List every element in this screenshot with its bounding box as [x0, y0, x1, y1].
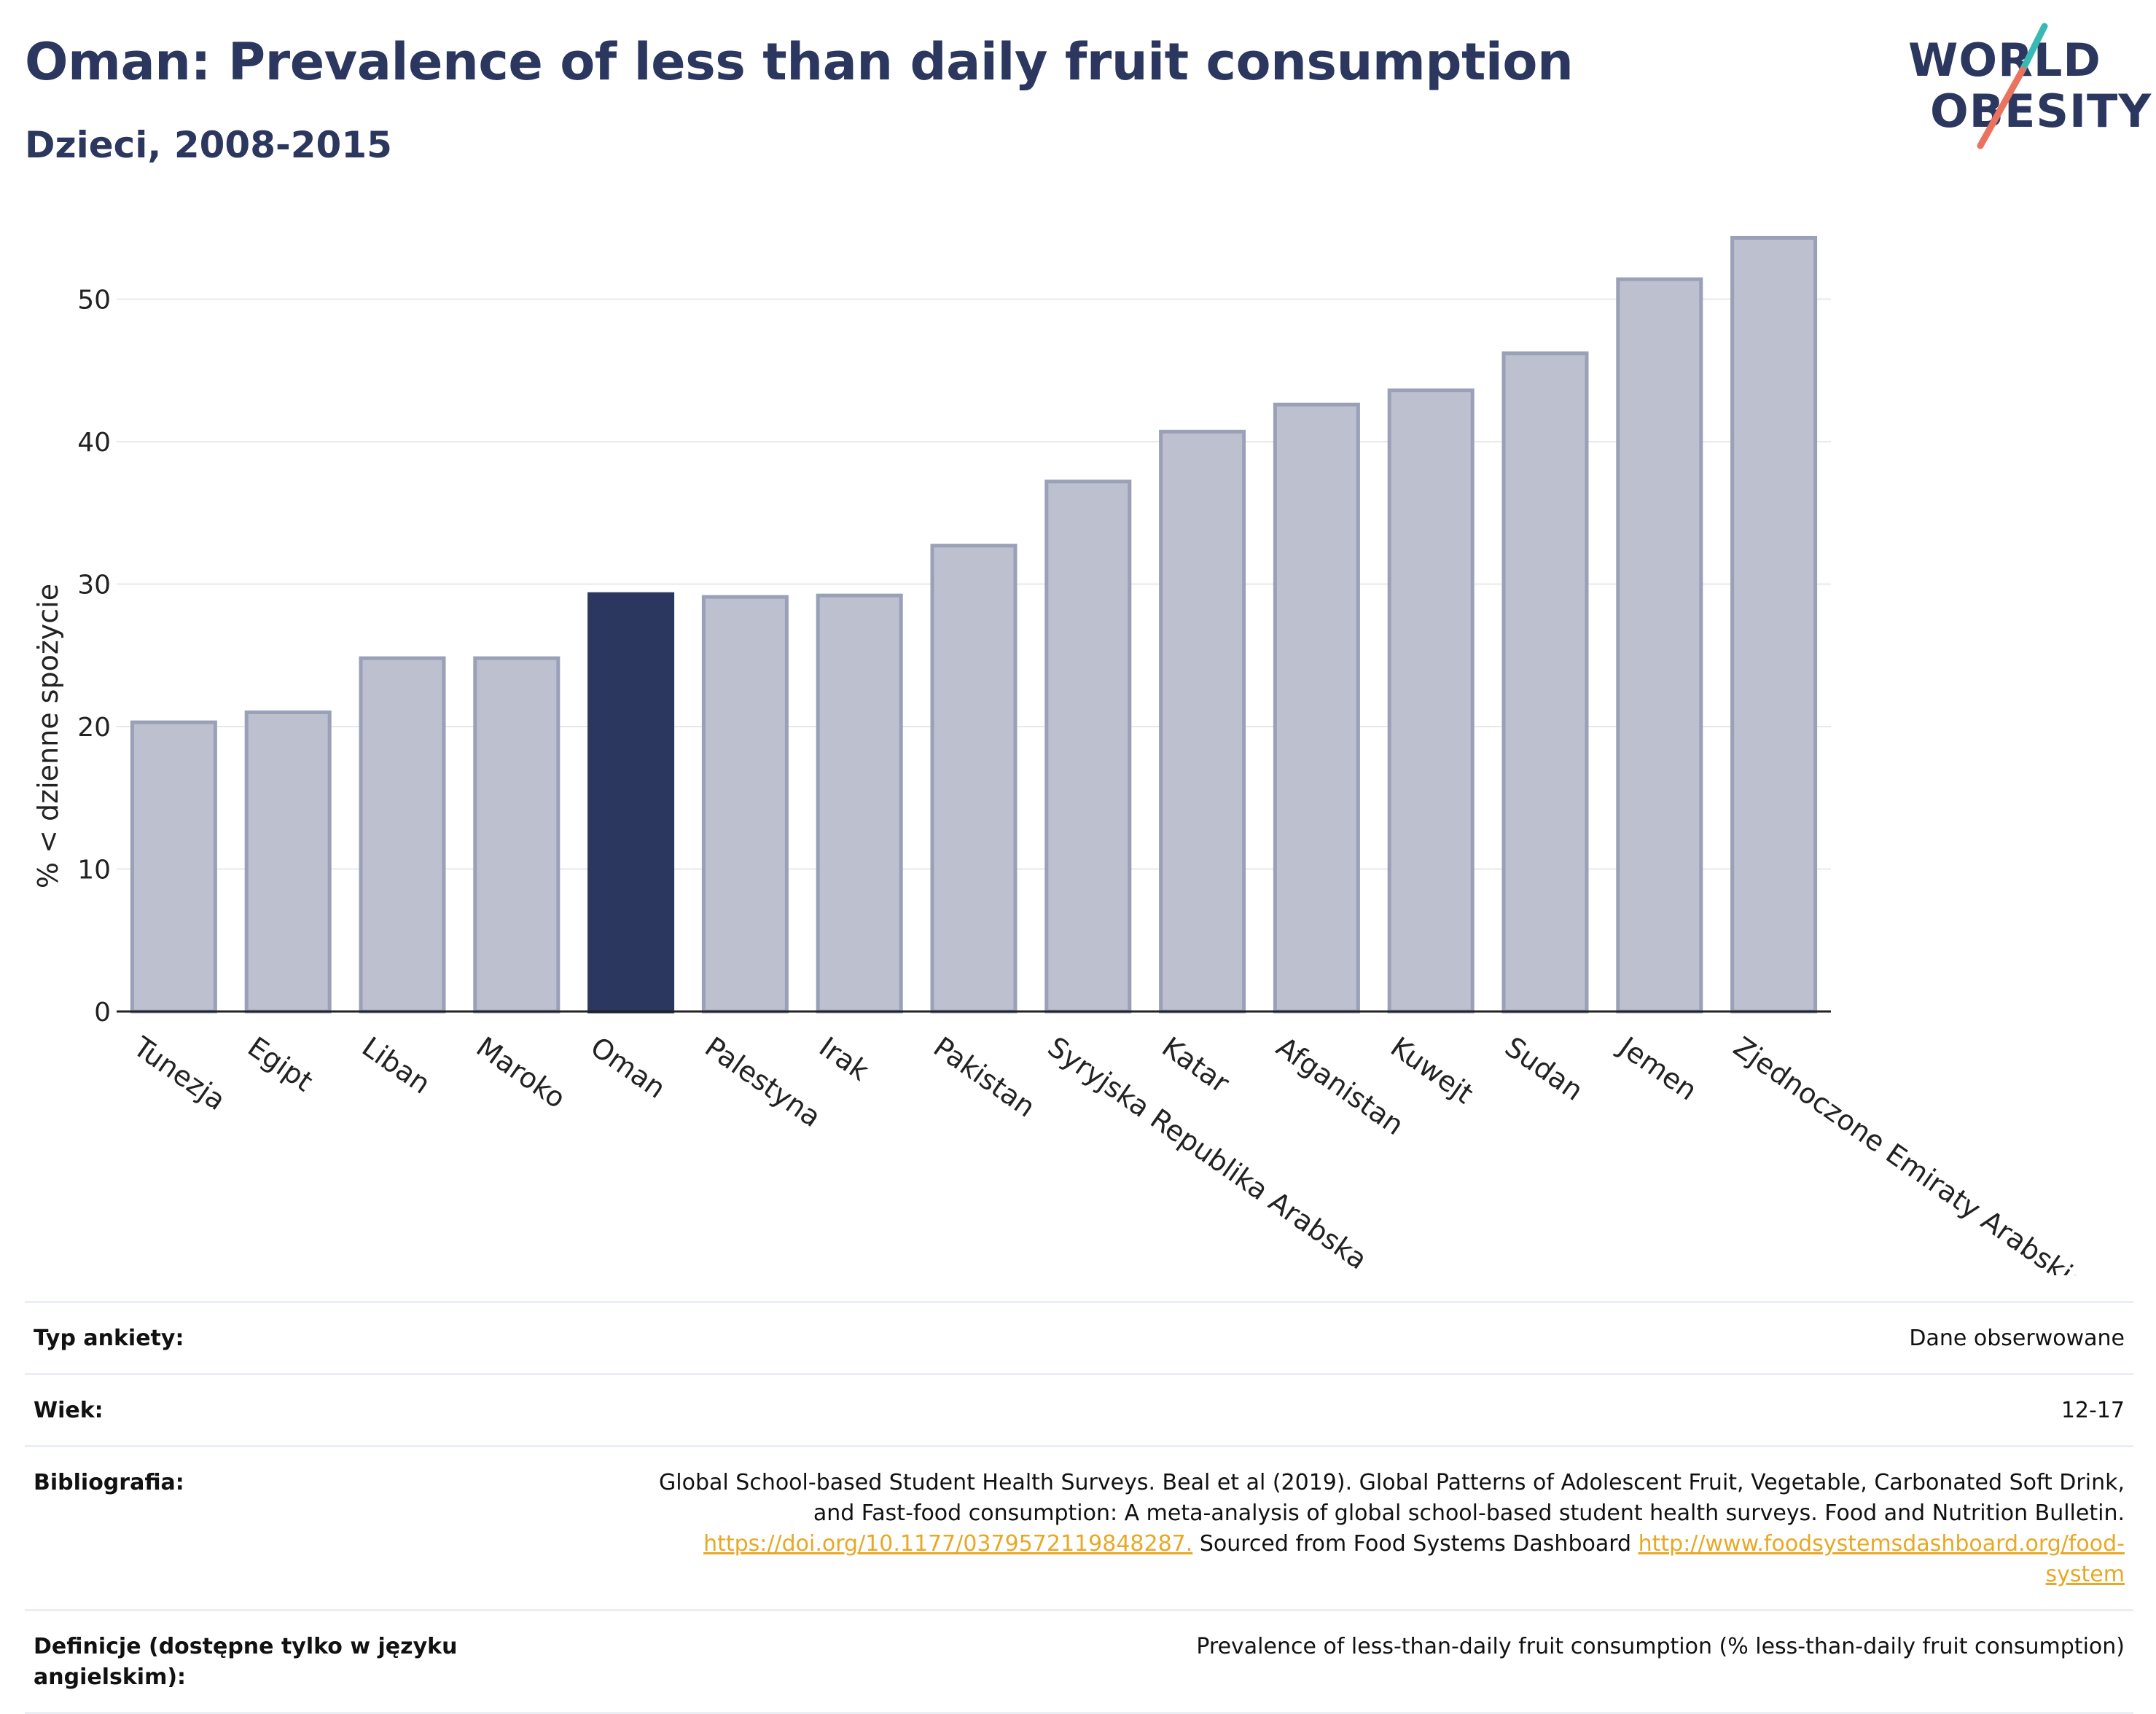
bar-zjednoczone-emiraty-arabskie[interactable] [1730, 235, 1818, 1014]
y-tick-label: 0 [94, 998, 111, 1028]
x-tick-label: Kuwejt [1385, 1030, 1479, 1110]
bar-afganistan[interactable] [1273, 402, 1360, 1014]
logo-text-obesity: OBESITY [1930, 85, 2152, 138]
meta-row-survey-type: Typ ankiety: Dane obserwowane [25, 1301, 2133, 1373]
chart-subtitle: Dzieci, 2008-2015 [25, 124, 392, 166]
x-tick-label: Afganistan [1270, 1030, 1410, 1141]
bibliography-value: Global School-based Student Health Surve… [485, 1468, 2125, 1590]
bar-chart: 0 10 20 30 40 50 Tunezja Egipt Liban Maroko Oman P… [77, 235, 2093, 1275]
x-tick-label: Palestyna [699, 1030, 827, 1133]
survey-type-value: Dane obserwowane [1909, 1326, 2125, 1351]
x-tick-label: Jemen [1612, 1030, 1703, 1106]
x-tick-label: Maroko [471, 1030, 571, 1114]
bar-tunezja[interactable] [130, 720, 217, 1014]
definition-value: Prevalence of less-than-daily fruit cons… [1196, 1634, 2125, 1659]
logo-text-world: WORLD [1908, 34, 2101, 87]
doi-link[interactable]: https://doi.org/10.1177/0379572119848287… [703, 1531, 1193, 1557]
food-systems-dashboard-link[interactable]: http://www.foodsystemsdashboard.org/food… [1638, 1531, 2125, 1557]
bar-palestyna[interactable] [701, 595, 789, 1014]
bar-katar[interactable] [1159, 429, 1246, 1014]
x-tick-label: Irak [813, 1030, 875, 1087]
definition-label: Definicje (dostępne tylko w języku angie… [34, 1634, 458, 1690]
bar-pakistan[interactable] [930, 544, 1018, 1014]
x-tick-label: Oman [585, 1030, 671, 1105]
survey-type-label: Typ ankiety: [34, 1326, 184, 1351]
bar-irak[interactable] [816, 593, 903, 1014]
age-label: Wiek: [34, 1398, 103, 1423]
chart-title: Oman: Prevalence of less than daily frui… [25, 32, 1574, 92]
axis-layer: 0 10 20 30 40 50 [77, 286, 1831, 1028]
bar-egipt[interactable] [244, 710, 332, 1014]
x-tick-label: Egipt [242, 1030, 319, 1097]
bibliography-text-2: and Fast-food consumption: A meta-analys… [813, 1500, 2125, 1526]
x-tick-label-layer: Tunezja Egipt Liban Maroko Oman PalestynaIrak… [127, 1030, 2092, 1275]
bar-syryjska-republika-arabska[interactable] [1044, 480, 1132, 1014]
bar-maroko[interactable] [473, 656, 561, 1014]
bar-layer [130, 235, 1818, 1014]
x-tick-label: Pakistan [928, 1030, 1042, 1123]
bibliography-text-3: Sourced from Food Systems Dashboard [1192, 1531, 1639, 1557]
logo-slash-icon [1977, 23, 2048, 149]
food-systems-dashboard-link-continued[interactable]: system [2045, 1562, 2125, 1587]
bar-liban[interactable] [359, 656, 446, 1014]
y-tick-label: 20 [77, 713, 111, 743]
bibliography-label: Bibliografia: [34, 1470, 184, 1495]
meta-row-bibliography: Bibliografia: Global School-based Studen… [25, 1445, 2133, 1609]
x-tick-label: Zjednoczone Emiraty Arabskie [1727, 1030, 2092, 1275]
world-obesity-logo[interactable]: WORLD OBESITY [1895, 22, 2151, 153]
meta-row-age: Wiek: 12-17 [25, 1373, 2133, 1445]
x-tick-label: Liban [356, 1030, 437, 1100]
meta-row-definition: Definicje (dostępne tylko w języku angie… [25, 1609, 2133, 1714]
bar-jemen[interactable] [1616, 277, 1703, 1014]
x-tick-label: Tunezja [127, 1030, 231, 1117]
y-tick-label: 30 [77, 571, 111, 600]
age-value: 12-17 [2061, 1398, 2125, 1423]
y-tick-label: 50 [77, 286, 111, 316]
bar-sudan[interactable] [1501, 351, 1589, 1014]
metadata-table: Typ ankiety: Dane obserwowane Wiek: 12-1… [25, 1301, 2133, 1714]
bar-oman[interactable] [587, 592, 675, 1014]
bibliography-text-1: Global School-based Student Health Surve… [659, 1470, 2125, 1495]
bar-kuwejt[interactable] [1387, 388, 1475, 1014]
y-tick-label: 10 [77, 856, 111, 885]
x-tick-label: Katar [1156, 1030, 1235, 1099]
x-tick-label: Sudan [1499, 1030, 1589, 1107]
y-tick-label: 40 [77, 428, 111, 458]
